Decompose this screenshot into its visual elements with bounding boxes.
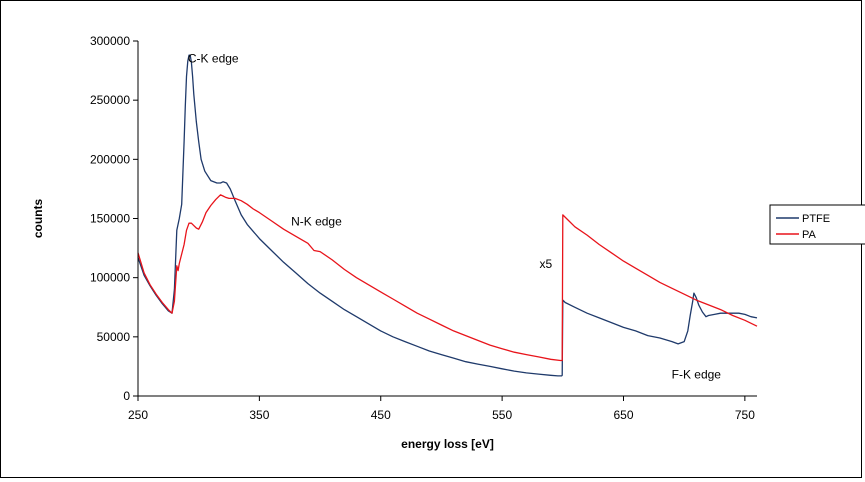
x-tick-label: 650 bbox=[613, 408, 633, 422]
y-tick-label: 0 bbox=[123, 389, 130, 403]
annotation-label: C-K edge bbox=[188, 51, 239, 65]
plot-area bbox=[138, 41, 757, 396]
annotation-label: x5 bbox=[539, 257, 552, 271]
y-tick-label: 250000 bbox=[90, 93, 130, 107]
legend-box bbox=[769, 204, 865, 245]
annotation-label: N-K edge bbox=[291, 215, 342, 229]
legend: PTFE PA bbox=[769, 204, 865, 245]
annotations: C-K edge N-K edge x5 F-K edge bbox=[188, 51, 721, 381]
y-axis-title: counts bbox=[31, 199, 45, 239]
x-axis-title: energy loss [eV] bbox=[401, 437, 494, 451]
y-tick-label: 300000 bbox=[90, 34, 130, 48]
series-line-ptfe bbox=[137, 54, 758, 377]
y-tick-label: 200000 bbox=[90, 152, 130, 166]
y-tick-label: 150000 bbox=[90, 212, 130, 226]
x-tick-label: 250 bbox=[128, 408, 148, 422]
x-tick-label: 350 bbox=[249, 408, 269, 422]
plot-background bbox=[138, 41, 757, 396]
series-line-pa bbox=[137, 194, 758, 362]
axes: 0 50000 100000 150000 200000 250000 300000 250 3… bbox=[90, 34, 757, 422]
series-lines bbox=[137, 54, 758, 377]
legend-entry-pa: PA bbox=[802, 229, 817, 241]
annotation-label: F-K edge bbox=[672, 367, 722, 381]
x-tick-label: 750 bbox=[735, 408, 755, 422]
x-tick-label: 450 bbox=[371, 408, 391, 422]
legend-entry-ptfe: PTFE bbox=[802, 213, 830, 225]
y-tick-label: 50000 bbox=[97, 330, 131, 344]
y-tick-label: 100000 bbox=[90, 271, 130, 285]
x-tick-label: 550 bbox=[492, 408, 512, 422]
